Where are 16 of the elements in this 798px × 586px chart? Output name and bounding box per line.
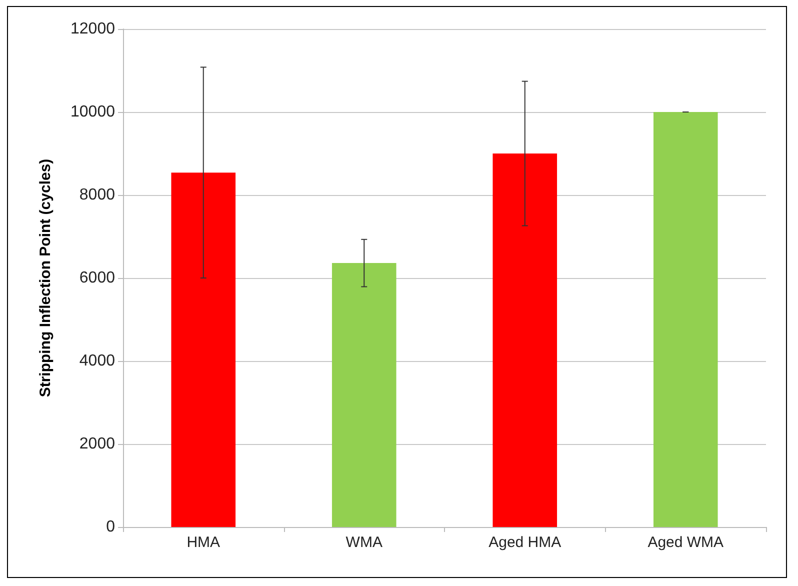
bar	[332, 263, 396, 527]
y-tick-label: 2000	[79, 436, 116, 452]
y-tick-label: 8000	[79, 186, 116, 204]
bar	[492, 154, 558, 527]
x-tick-label: Aged WMA	[648, 534, 724, 551]
bar	[171, 172, 236, 527]
x-tick-label: Aged HMA	[488, 534, 562, 551]
y-tick-label: 4000	[79, 352, 116, 370]
x-tick-label: HMA	[186, 534, 220, 551]
y-tick-label: 10000	[70, 104, 116, 120]
y-tick-label: 12000	[70, 20, 116, 38]
y-tick-label: 0	[106, 518, 116, 536]
x-tick-label: WMA	[346, 534, 382, 551]
y-tick-label: 6000	[79, 270, 116, 286]
bar	[653, 112, 718, 527]
y-axis-title: Stripping Inflection Point (cycles)	[37, 158, 54, 398]
